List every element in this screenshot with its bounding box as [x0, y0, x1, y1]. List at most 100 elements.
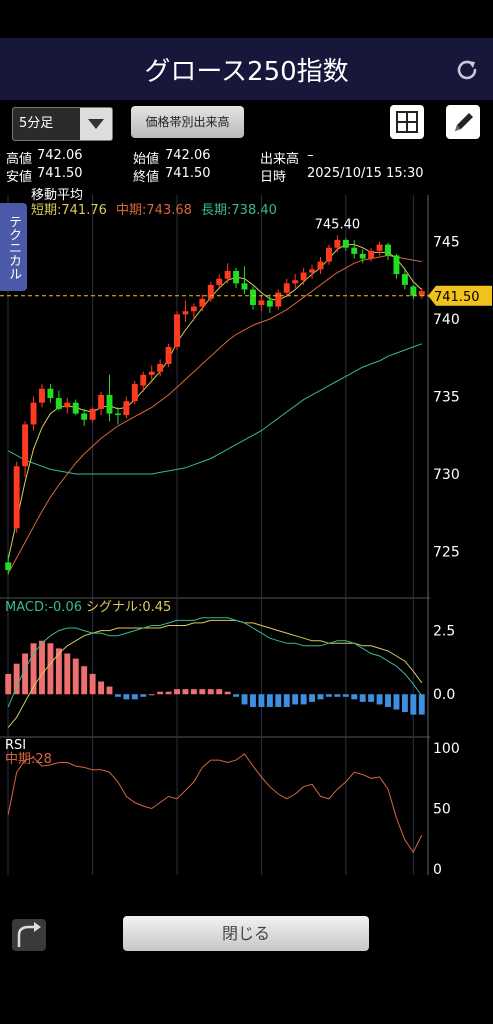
low-label: 安値 [6, 170, 33, 185]
candle [148, 371, 155, 375]
close-button[interactable]: 閉じる [123, 916, 369, 951]
macd-histogram-bar [89, 673, 96, 695]
candle [309, 269, 316, 273]
signal-label: シグナル:0.45 [86, 600, 171, 615]
high-value: 742.06 [37, 148, 83, 163]
candle [401, 274, 408, 285]
macd-histogram-bar [309, 694, 316, 702]
macd-histogram-bar [30, 643, 37, 695]
macd-histogram-bar [22, 653, 29, 695]
candle [275, 292, 282, 307]
draw-button[interactable] [446, 105, 480, 139]
y-tick-label: 730 [433, 467, 460, 483]
macd-histogram-bar [165, 691, 172, 695]
candle [258, 300, 265, 306]
candle [190, 306, 197, 312]
volume-label: 出来高 [260, 152, 300, 167]
candle [140, 374, 147, 386]
high-label: 高値 [6, 152, 33, 167]
candle [342, 239, 349, 248]
rsi-title: RSI [5, 738, 26, 753]
ma-long-line [7, 343, 422, 475]
ma-mid-line [7, 254, 422, 574]
macd-histogram-bar [81, 666, 88, 695]
macd-histogram-bar [351, 694, 358, 700]
candle [182, 311, 189, 315]
chevron-down-icon [80, 108, 112, 140]
open-label: 始値 [133, 152, 160, 167]
candle [224, 270, 231, 279]
candle [157, 363, 164, 372]
macd-histogram-bar [140, 694, 147, 697]
datetime-value: 2025/10/15 15:30 [307, 166, 424, 181]
ma-short-line [7, 244, 423, 560]
candle [22, 424, 29, 467]
candle [64, 402, 71, 408]
macd-histogram-bar [174, 689, 180, 695]
period-value: 5分足 [13, 108, 80, 140]
period-select[interactable]: 5分足 [12, 107, 113, 141]
candle [317, 261, 324, 270]
y-tick-label: 740 [433, 312, 460, 328]
macd-histogram-bar [106, 686, 113, 695]
pencil-icon [455, 113, 473, 131]
grid-layout-button[interactable] [390, 105, 424, 139]
candle [300, 272, 307, 281]
volume-value: – [307, 148, 314, 163]
candle [368, 250, 375, 259]
ohlc-info: 高値 742.06 始値 742.06 出来高 – 安値 741.50 終値 7… [0, 145, 493, 185]
macd-histogram-bar [250, 694, 256, 707]
macd-histogram-bar [64, 653, 71, 695]
candle [418, 291, 425, 296]
close-value: 741.50 [165, 166, 211, 181]
candle [5, 562, 12, 571]
price-volume-button[interactable]: 価格帯別出来高 [131, 106, 244, 138]
low-value: 741.50 [37, 166, 83, 181]
price-chart[interactable]: 09:0010:0011:0013:0014:0015:007457407357… [0, 185, 493, 875]
status-bar [0, 0, 493, 38]
refresh-icon[interactable] [454, 57, 480, 83]
candle [131, 384, 138, 402]
candle [351, 247, 358, 254]
candle [123, 401, 130, 416]
macd-histogram-bar [266, 694, 273, 707]
macd-histogram-bar [292, 694, 299, 705]
candle [376, 244, 383, 251]
candle [165, 346, 172, 364]
candle [266, 300, 273, 307]
candle [39, 388, 45, 403]
high-annotation: 745.40 [315, 217, 361, 232]
macd-histogram-bar [123, 694, 130, 700]
macd-histogram-bar [98, 681, 105, 695]
macd-histogram-bar [182, 689, 189, 695]
macd-histogram-bar [368, 694, 375, 702]
macd-histogram-bar [325, 694, 332, 697]
candle [174, 314, 180, 347]
macd-histogram-bar [114, 694, 121, 697]
y-tick-label: 745 [433, 235, 460, 251]
last-price-tag [428, 285, 492, 306]
macd-histogram-bar [275, 694, 282, 707]
macd-histogram-bar [55, 648, 62, 695]
technical-tab[interactable]: テクニカル [0, 203, 27, 291]
candle [114, 413, 121, 416]
macd-histogram-bar [359, 694, 366, 702]
macd-y-tick: 2.5 [433, 624, 455, 640]
ma-mid-label: 中期:743.68 [116, 203, 192, 218]
macd-histogram-bar [410, 694, 417, 715]
ma-title: 移動平均 [31, 188, 84, 203]
candle [207, 284, 214, 299]
macd-histogram-bar [39, 640, 45, 695]
macd-histogram-bar [393, 694, 400, 710]
back-button[interactable] [10, 917, 48, 953]
candle [199, 298, 206, 307]
macd-histogram-bar [241, 694, 248, 705]
open-value: 742.06 [165, 148, 211, 163]
candle [410, 286, 417, 296]
macd-histogram-bar [47, 643, 54, 695]
macd-histogram-bar [334, 694, 341, 697]
macd-histogram-bar [300, 694, 307, 705]
y-tick-label: 725 [433, 545, 460, 561]
title-bar: グロース250指数 [0, 38, 493, 100]
candle [334, 239, 341, 248]
